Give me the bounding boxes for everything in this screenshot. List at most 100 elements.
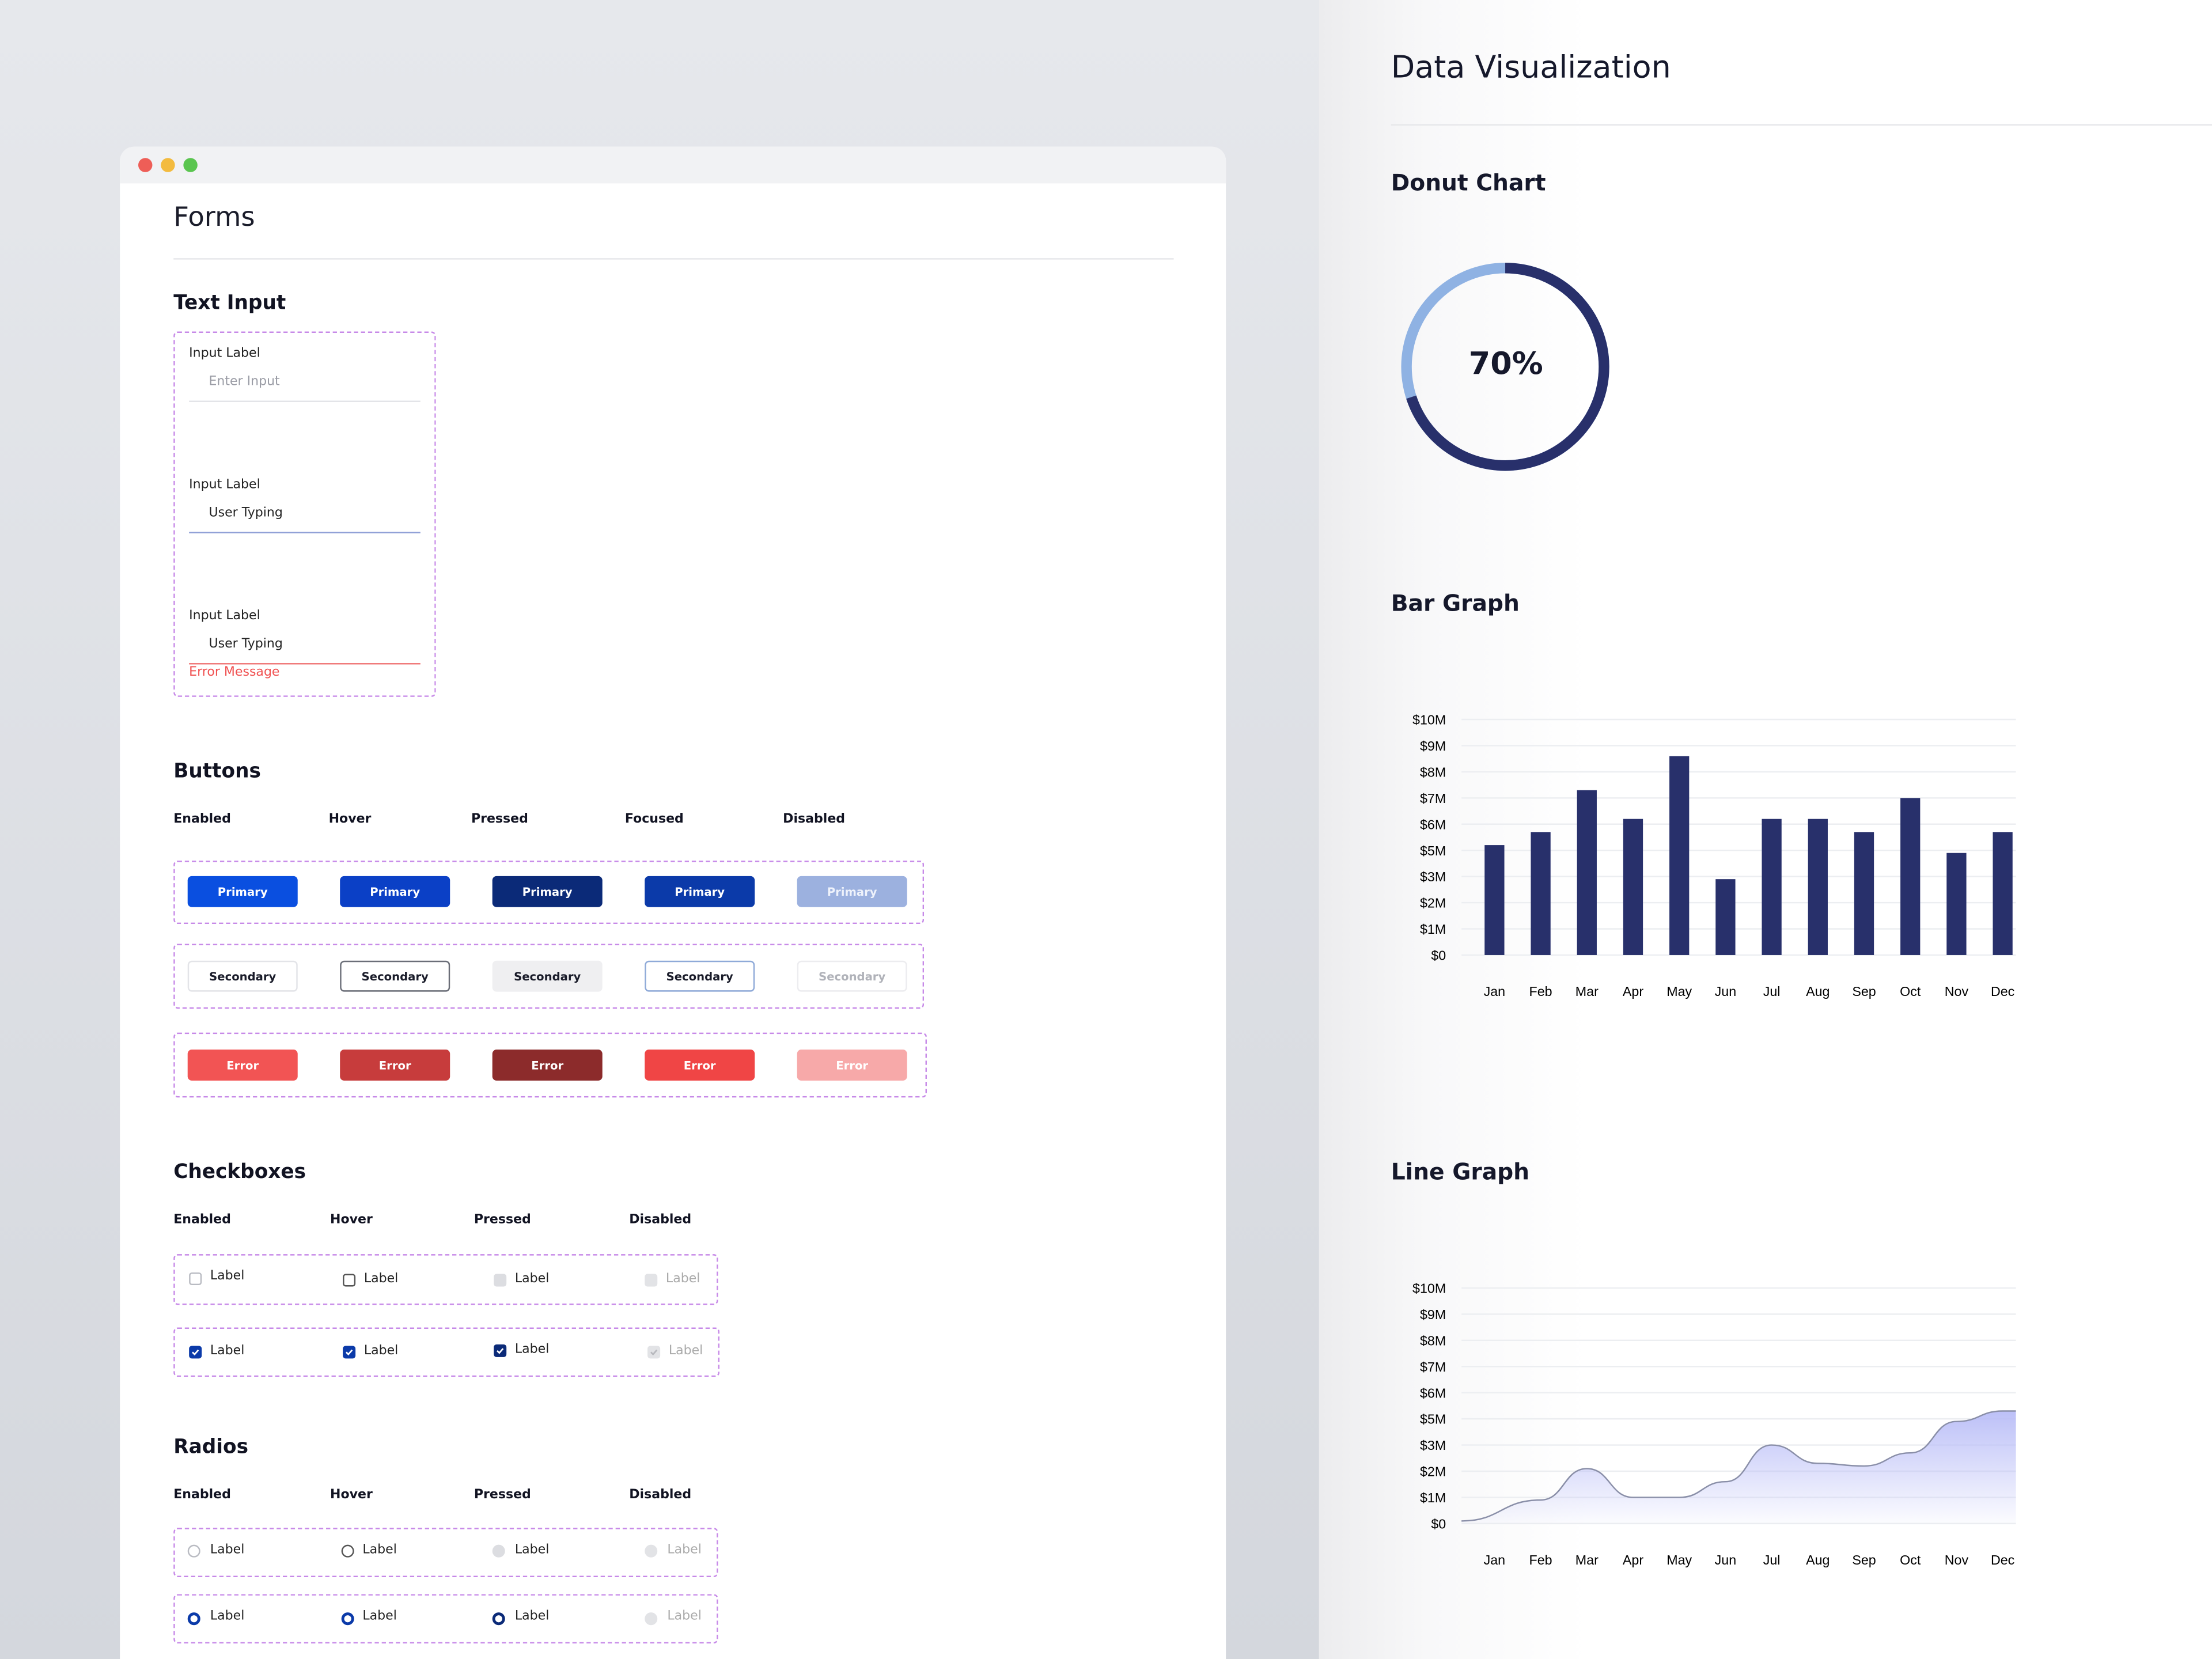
x-tick-label: Jun [1715,984,1737,999]
y-tick-label: $2M [1420,896,1446,911]
col-disabled: Disabled [783,812,846,827]
title-divider [173,258,1174,260]
x-tick-label: Jul [1763,1552,1781,1567]
x-tick-label: Oct [1900,984,1921,999]
bar-sep [1854,832,1874,955]
y-tick-label: $10M [1412,1281,1446,1296]
radio-hover[interactable] [341,1544,354,1558]
radio-hover-selected[interactable] [341,1612,354,1626]
minimize-window-icon[interactable] [161,158,175,172]
input-label: Input Label [189,347,260,361]
checkbox-label: Label [363,1272,399,1287]
line-graph-area [1461,1411,2016,1524]
section-heading-buttons: Buttons [173,760,261,783]
input-underline-error [189,663,421,665]
x-tick-label: Dec [1991,1552,2015,1567]
line-graph-heading: Line Graph [1391,1158,1530,1185]
maximize-window-icon[interactable] [183,158,198,172]
radio-pressed[interactable] [492,1544,505,1558]
checkbox-pressed[interactable] [494,1274,507,1287]
bar-feb [1531,832,1551,955]
checkbox-pressed-checked[interactable] [494,1344,507,1357]
checkbox-label: Label [514,1343,550,1357]
bar-dec [1993,832,2013,955]
secondary-button-pressed[interactable]: Secondary [492,960,603,992]
text-input-group [173,331,436,697]
secondary-button-disabled: Secondary [797,960,907,992]
error-button-pressed[interactable]: Error [492,1050,603,1081]
checkbox-row-unchecked [173,1254,718,1305]
primary-button-row [173,860,925,925]
col-hover: Hover [330,1213,373,1228]
y-tick-label: $5M [1420,1412,1446,1427]
bar-jul [1762,819,1782,955]
radio-label: Label [514,1543,550,1558]
checkbox-enabled[interactable] [189,1272,202,1286]
col-focused: Focused [624,812,684,827]
col-pressed: Pressed [474,1213,531,1228]
input-label: Input Label [189,478,260,493]
radio-row-selected [173,1594,718,1644]
radio-label: Label [210,1609,245,1624]
y-tick-label: $3M [1420,869,1446,884]
dataviz-title: Data Visualization [1391,51,1671,86]
error-button-enabled[interactable]: Error [187,1050,298,1081]
input-underline-focused [189,532,421,533]
input-focused-field[interactable]: User Typing [209,506,283,521]
error-button-row [173,1032,927,1098]
primary-button-focused[interactable]: Primary [645,876,755,907]
y-tick-label: $5M [1420,843,1446,858]
col-enabled: Enabled [173,1213,231,1228]
donut-percent-label: 70% [1468,347,1543,382]
radio-enabled-selected[interactable] [187,1612,200,1626]
col-pressed: Pressed [471,812,528,827]
window-titlebar [120,146,1226,184]
bar-oct [1900,798,1921,955]
x-tick-label: Jan [1484,984,1506,999]
x-tick-label: Jan [1484,1552,1506,1567]
x-tick-label: Jul [1763,984,1781,999]
radio-label: Label [362,1543,397,1558]
primary-button-pressed[interactable]: Primary [492,876,603,907]
input-error-field[interactable]: User Typing [209,637,283,652]
y-tick-label: $1M [1420,1490,1446,1505]
line-graph: $0 $1M $2M $3M $5M $6M $7M $8M $9M $10M Jan Feb Mar A… [1412,1281,2016,1567]
primary-button-enabled[interactable]: Primary [187,876,298,907]
x-tick-label: May [1666,984,1692,999]
x-tick-label: Feb [1529,984,1552,999]
x-tick-label: May [1666,1552,1692,1567]
radio-enabled[interactable] [187,1544,200,1558]
checkbox-label: Label [668,1344,703,1359]
y-tick-label: $8M [1420,1333,1446,1348]
x-tick-label: Aug [1806,1552,1830,1567]
close-window-icon[interactable] [138,158,153,172]
checkbox-hover[interactable] [343,1274,356,1287]
y-tick-label: $7M [1420,1359,1446,1374]
radio-label: Label [667,1609,702,1624]
checkbox-enabled-checked[interactable] [189,1346,202,1359]
bar-jun [1715,879,1736,955]
section-heading-text-input: Text Input [173,291,286,315]
bar-apr [1623,819,1643,955]
radio-disabled-selected [645,1612,658,1626]
checkbox-row-checked [173,1327,719,1377]
bar-may [1669,756,1690,955]
bar-graph-heading: Bar Graph [1391,589,1520,617]
section-heading-radios: Radios [173,1436,249,1459]
input-placeholder-field[interactable]: Enter Input [209,375,280,389]
error-button-focused[interactable]: Error [645,1050,755,1081]
x-tick-label: Mar [1575,1552,1599,1567]
secondary-button-enabled[interactable]: Secondary [187,960,298,992]
primary-button-hover[interactable]: Primary [340,876,450,907]
radio-label: Label [667,1543,702,1558]
checkbox-hover-checked[interactable] [343,1346,356,1359]
x-tick-label: Sep [1852,984,1876,999]
y-tick-label: $10M [1412,713,1446,728]
x-tick-label: Apr [1623,1552,1643,1567]
radio-pressed-selected[interactable] [492,1612,505,1626]
bar-jan [1484,845,1505,955]
secondary-button-hover[interactable]: Secondary [340,960,450,992]
secondary-button-focused[interactable]: Secondary [645,960,755,992]
error-button-hover[interactable]: Error [340,1050,450,1081]
check-icon [650,1349,658,1356]
